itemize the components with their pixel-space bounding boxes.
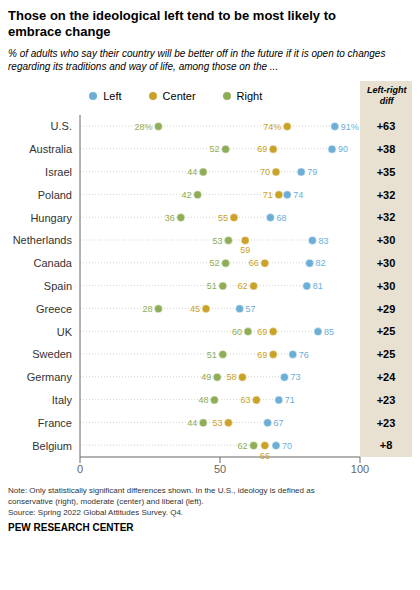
svg-text:66: 66: [260, 450, 270, 460]
svg-text:90: 90: [338, 144, 348, 154]
svg-text:+29: +29: [377, 302, 396, 314]
svg-text:79: 79: [307, 167, 317, 177]
svg-text:70: 70: [260, 167, 270, 177]
svg-text:28%: 28%: [134, 121, 152, 131]
svg-text:Germany: Germany: [27, 371, 73, 383]
svg-text:91%: 91%: [341, 121, 359, 131]
svg-text:62: 62: [238, 440, 248, 450]
svg-text:100: 100: [351, 462, 369, 474]
svg-text:Hungary: Hungary: [30, 211, 72, 223]
svg-text:28: 28: [142, 303, 152, 313]
svg-text:69: 69: [257, 326, 267, 336]
svg-text:+32: +32: [377, 188, 396, 200]
svg-text:36: 36: [165, 212, 175, 222]
svg-text:+63: +63: [377, 120, 396, 132]
svg-text:France: France: [38, 416, 72, 428]
svg-text:Netherlands: Netherlands: [13, 234, 73, 246]
html-text:% of adults who say their coun: % of adults who say their country will b…: [8, 47, 386, 72]
svg-text:Italy: Italy: [52, 393, 73, 405]
svg-text:+25: +25: [377, 325, 396, 337]
svg-text:74: 74: [293, 189, 303, 199]
html-text:Left-right diff: Left-right diff: [366, 84, 407, 106]
svg-text:Sweden: Sweden: [32, 348, 72, 360]
svg-text:+30: +30: [377, 257, 396, 269]
svg-text:44: 44: [187, 167, 197, 177]
svg-text:45: 45: [190, 303, 200, 313]
svg-text:52: 52: [210, 144, 220, 154]
svg-text:60: 60: [232, 326, 242, 336]
html-text:Left: Left: [103, 89, 122, 102]
svg-text:53: 53: [212, 235, 222, 245]
svg-text:69: 69: [257, 144, 267, 154]
svg-text:+32: +32: [377, 211, 396, 223]
svg-text:50: 50: [214, 462, 226, 474]
svg-text:48: 48: [198, 395, 208, 405]
svg-text:62: 62: [238, 281, 248, 291]
svg-text:73: 73: [290, 372, 300, 382]
svg-text:69: 69: [257, 349, 267, 359]
svg-text:68: 68: [276, 212, 286, 222]
svg-text:+30: +30: [377, 234, 396, 246]
svg-text:53: 53: [212, 417, 222, 427]
svg-text:71: 71: [263, 189, 273, 199]
svg-text:71: 71: [285, 395, 295, 405]
svg-text:Israel: Israel: [45, 165, 72, 177]
svg-text:+23: +23: [377, 416, 396, 428]
svg-text:83: 83: [318, 235, 328, 245]
svg-text:U.S.: U.S.: [51, 120, 72, 132]
html-text:Those on the ideological left: Those on the ideological left tend to be…: [8, 8, 336, 40]
svg-text:42: 42: [182, 189, 192, 199]
svg-text:81: 81: [313, 281, 323, 291]
svg-text:Canada: Canada: [33, 257, 72, 269]
svg-text:49: 49: [201, 372, 211, 382]
svg-text:85: 85: [324, 326, 334, 336]
svg-text:66: 66: [249, 258, 259, 268]
svg-text:+8: +8: [380, 439, 393, 451]
svg-text:+25: +25: [377, 348, 396, 360]
svg-text:+23: +23: [377, 393, 396, 405]
svg-text:57: 57: [246, 303, 256, 313]
html-text:Center: Center: [162, 89, 196, 102]
svg-text:+24: +24: [377, 371, 397, 383]
svg-text:58: 58: [226, 372, 236, 382]
html-text:Note: Only statistically signi: Note: Only statistically significant dif…: [8, 485, 315, 517]
svg-text:74%: 74%: [263, 121, 281, 131]
svg-text:82: 82: [316, 258, 326, 268]
svg-text:+35: +35: [377, 165, 396, 177]
svg-text:Poland: Poland: [38, 188, 72, 200]
svg-text:59: 59: [240, 245, 250, 255]
svg-text:51: 51: [207, 349, 217, 359]
svg-text:70: 70: [282, 440, 292, 450]
svg-text:63: 63: [240, 395, 250, 405]
svg-text:67: 67: [274, 417, 284, 427]
html-text:PEW RESEARCH CENTER: PEW RESEARCH CENTER: [8, 522, 134, 534]
svg-text:44: 44: [187, 417, 197, 427]
svg-text:55: 55: [218, 212, 228, 222]
svg-text:Spain: Spain: [44, 279, 72, 291]
svg-text:+30: +30: [377, 279, 396, 291]
svg-text:+38: +38: [377, 143, 396, 155]
svg-text:UK: UK: [57, 325, 73, 337]
svg-text:Belgium: Belgium: [32, 439, 72, 451]
svg-text:0: 0: [77, 462, 83, 474]
html-text:Right: Right: [236, 89, 263, 102]
svg-text:51: 51: [207, 281, 217, 291]
svg-text:Greece: Greece: [36, 302, 72, 314]
svg-text:Australia: Australia: [29, 143, 73, 155]
svg-text:52: 52: [210, 258, 220, 268]
svg-text:76: 76: [299, 349, 309, 359]
